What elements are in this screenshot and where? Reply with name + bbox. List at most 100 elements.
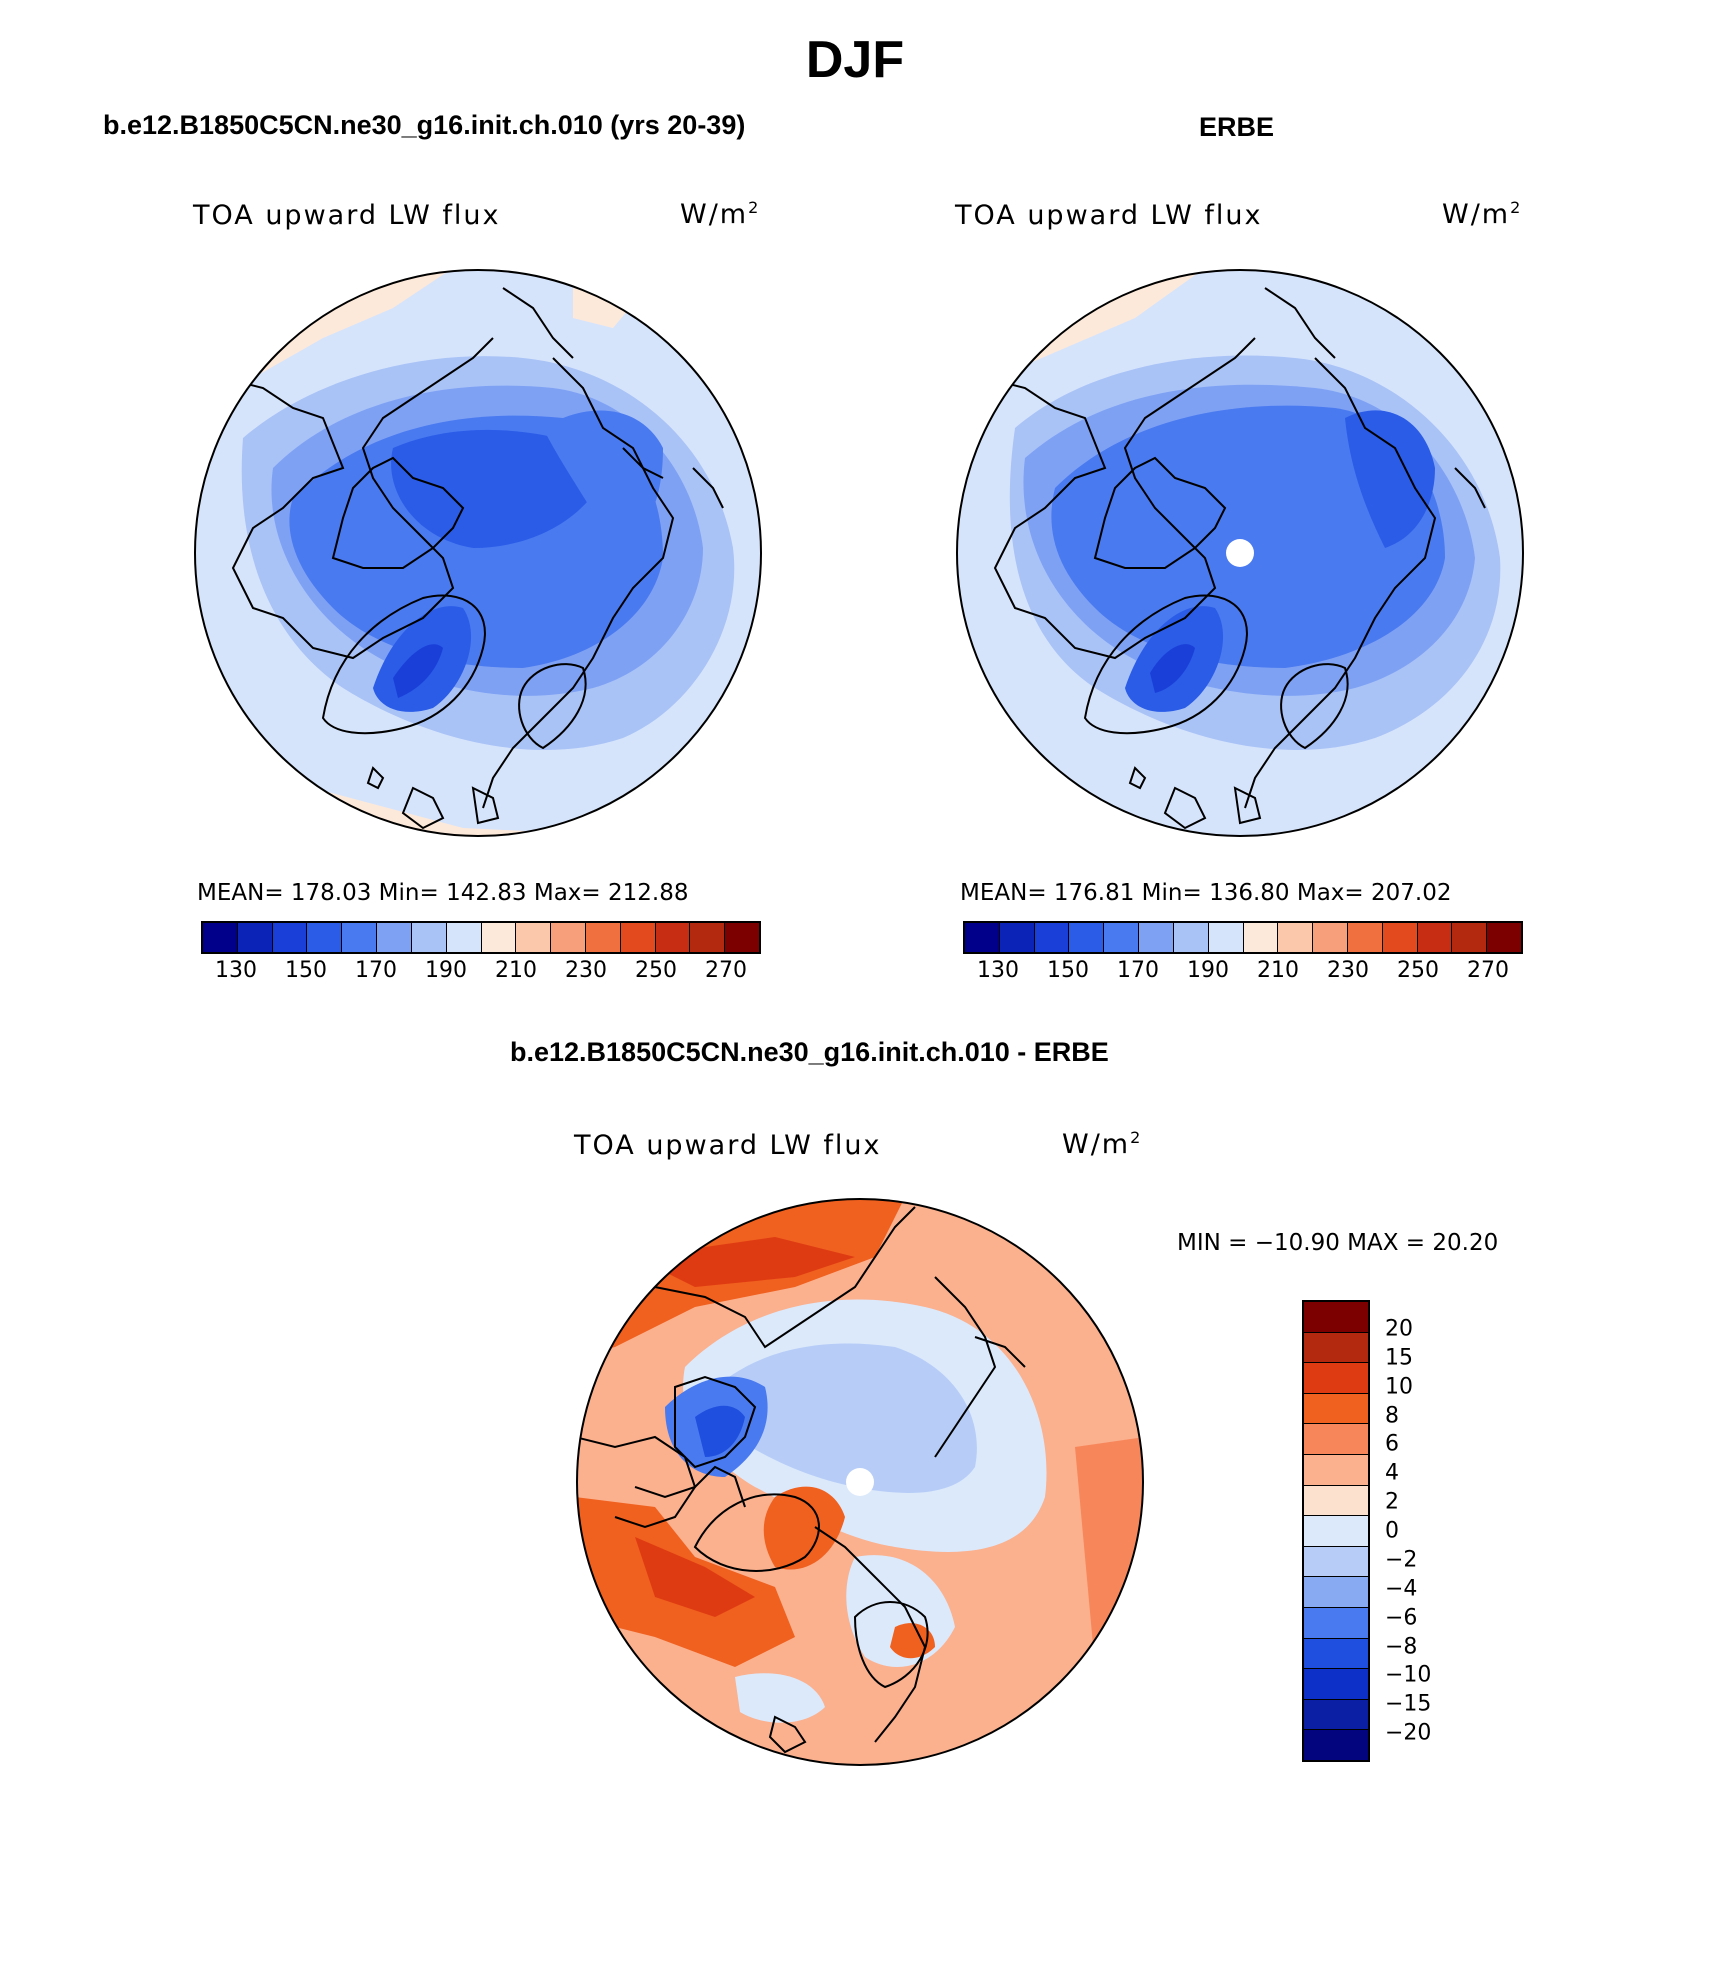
diff-colorbar-tick-label: 4	[1385, 1460, 1399, 1486]
model-colorbar-swatch	[377, 923, 412, 952]
diff-colorbar-swatch	[1304, 1699, 1368, 1731]
model-variable-label: TOA upward LW flux	[193, 200, 501, 231]
obs-colorbar-tick-label: 150	[1047, 958, 1089, 983]
diff-colorbar-swatch	[1304, 1730, 1368, 1760]
diff-colorbar-tick-label: −6	[1385, 1605, 1418, 1631]
model-colorbar	[201, 921, 761, 954]
diff-panel-title: b.e12.B1850C5CN.ne30_g16.init.ch.010 - E…	[510, 1037, 1109, 1067]
model-colorbar-tick-label: 230	[565, 958, 607, 983]
diff-stats: MIN = −10.90 MAX = 20.20	[1177, 1230, 1499, 1256]
obs-colorbar-tick-label: 170	[1117, 958, 1159, 983]
diff-colorbar-tick-label: 8	[1385, 1403, 1399, 1428]
obs-colorbar-tick-label: 130	[977, 958, 1019, 983]
obs-colorbar-swatch	[1313, 923, 1348, 952]
model-colorbar-swatch	[481, 923, 517, 952]
diff-colorbar-tick-label: 0	[1385, 1518, 1399, 1544]
diff-colorbar-tick-label: 20	[1385, 1316, 1413, 1342]
obs-colorbar-swatch	[1382, 923, 1418, 952]
model-colorbar-swatch	[307, 923, 343, 952]
diff-colorbar	[1302, 1300, 1370, 1762]
model-colorbar-swatch	[516, 923, 552, 952]
diff-colorbar-swatch	[1304, 1393, 1368, 1425]
model-polar-map	[194, 269, 762, 837]
obs-colorbar-swatch	[1208, 923, 1244, 952]
obs-colorbar-swatch	[965, 923, 1000, 952]
model-colorbar-tick-label: 190	[425, 958, 467, 983]
diff-colorbar-tick-label: −15	[1385, 1691, 1432, 1717]
diff-colorbar-ticks: 20 15 10 8 6 4 2 0 −2 −4 −6 −8 −10 −15 −20	[1385, 1300, 1465, 1758]
obs-panel-title: ERBE	[1199, 112, 1275, 142]
obs-colorbar-swatch	[1278, 923, 1314, 952]
obs-colorbar-tick-label: 270	[1467, 958, 1509, 983]
model-colorbar-swatch	[690, 923, 726, 952]
diff-colorbar-swatch	[1304, 1638, 1368, 1670]
model-colorbar-swatch	[203, 923, 238, 952]
obs-variable-label: TOA upward LW flux	[955, 200, 1263, 231]
diff-colorbar-tick-label: −10	[1385, 1662, 1432, 1688]
diff-colorbar-swatch	[1304, 1607, 1368, 1639]
diff-colorbar-swatch	[1304, 1546, 1368, 1578]
model-colorbar-swatch	[342, 923, 378, 952]
model-colorbar-swatch	[725, 923, 759, 952]
obs-polar-map	[956, 269, 1524, 837]
model-colorbar-tick-label: 210	[495, 958, 537, 983]
main-title: DJF	[805, 31, 905, 89]
obs-colorbar-tick-label: 210	[1257, 958, 1299, 983]
model-colorbar-tick-label: 130	[215, 958, 257, 983]
obs-colorbar-swatch	[1069, 923, 1105, 952]
diff-colorbar-tick-label: 6	[1385, 1431, 1399, 1457]
model-colorbar-swatch	[272, 923, 308, 952]
diff-colorbar-tick-label: −4	[1385, 1576, 1418, 1602]
obs-colorbar-ticks: 130 150 170 190 210 230 250 270	[963, 958, 1519, 988]
diff-colorbar-swatch	[1304, 1332, 1368, 1364]
obs-colorbar-swatch	[1417, 923, 1453, 952]
obs-colorbar-swatch	[1452, 923, 1488, 952]
obs-colorbar-swatch	[1243, 923, 1279, 952]
diff-colorbar-swatch	[1304, 1577, 1368, 1608]
diff-colorbar-tick-label: −2	[1385, 1547, 1418, 1573]
diff-colorbar-tick-label: −8	[1385, 1634, 1418, 1659]
diff-colorbar-tick-label: 2	[1385, 1489, 1399, 1515]
model-colorbar-swatch	[446, 923, 482, 952]
diff-colorbar-tick-label: −20	[1385, 1720, 1432, 1746]
obs-colorbar-swatch	[1104, 923, 1140, 952]
diff-colorbar-tick-label: 10	[1385, 1374, 1413, 1400]
model-colorbar-swatch	[620, 923, 656, 952]
model-panel-title: b.e12.B1850C5CN.ne30_g16.init.ch.010 (yr…	[103, 110, 746, 140]
model-colorbar-swatch	[237, 923, 273, 952]
model-colorbar-swatch	[585, 923, 621, 952]
diff-variable-label: TOA upward LW flux	[574, 1130, 882, 1161]
obs-colorbar-swatch	[1347, 923, 1383, 952]
diff-colorbar-tick-label: 15	[1385, 1345, 1413, 1371]
obs-colorbar-swatch	[1173, 923, 1209, 952]
model-colorbar-ticks: 130 150 170 190 210 230 250 270	[201, 958, 757, 988]
model-colorbar-swatch	[655, 923, 691, 952]
obs-colorbar-swatch	[1487, 923, 1521, 952]
obs-colorbar-tick-label: 250	[1397, 958, 1439, 983]
diff-colorbar-swatch	[1304, 1302, 1368, 1333]
obs-colorbar	[963, 921, 1523, 954]
model-colorbar-tick-label: 270	[705, 958, 747, 983]
diff-colorbar-swatch	[1304, 1363, 1368, 1394]
diff-colorbar-swatch	[1304, 1485, 1368, 1517]
obs-colorbar-swatch	[1139, 923, 1174, 952]
obs-colorbar-tick-label: 230	[1327, 958, 1369, 983]
obs-stats: MEAN= 176.81 Min= 136.80 Max= 207.02	[960, 880, 1452, 906]
diff-polar-map	[576, 1198, 1144, 1766]
model-units-label: W/m2	[680, 198, 761, 230]
model-colorbar-tick-label: 150	[285, 958, 327, 983]
model-colorbar-swatch	[411, 923, 447, 952]
model-stats: MEAN= 178.03 Min= 142.83 Max= 212.88	[197, 880, 689, 906]
diff-colorbar-swatch	[1304, 1516, 1368, 1547]
model-colorbar-swatch	[551, 923, 586, 952]
diff-units-label: W/m2	[1062, 1128, 1143, 1160]
obs-units-label: W/m2	[1442, 198, 1523, 230]
obs-colorbar-swatch	[1034, 923, 1070, 952]
model-colorbar-tick-label: 250	[635, 958, 677, 983]
diff-colorbar-swatch	[1304, 1454, 1368, 1486]
obs-colorbar-tick-label: 190	[1187, 958, 1229, 983]
diff-colorbar-swatch	[1304, 1669, 1368, 1700]
model-colorbar-tick-label: 170	[355, 958, 397, 983]
diff-colorbar-swatch	[1304, 1424, 1368, 1455]
obs-colorbar-swatch	[999, 923, 1035, 952]
